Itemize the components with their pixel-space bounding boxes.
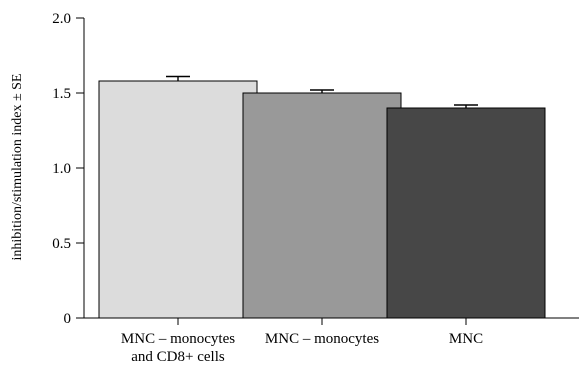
x-category-label: and CD8+ cells bbox=[131, 349, 225, 365]
x-category-label: MNC bbox=[449, 331, 483, 347]
y-tick-label: 1.0 bbox=[52, 161, 71, 177]
plot-area: 0 0.5 1.0 1.5 2.0 MNC – monocytes and CD8+ cel… bbox=[52, 11, 579, 365]
y-tick-label: 0 bbox=[64, 311, 72, 327]
y-tick-label: 1.5 bbox=[52, 86, 71, 102]
x-category-label: MNC – monocytes bbox=[265, 331, 379, 347]
y-tick-label: 2.0 bbox=[52, 11, 71, 27]
y-axis-label: inhibition/stimulation index ± SE bbox=[10, 74, 25, 261]
x-category-label: MNC – monocytes bbox=[121, 331, 235, 347]
bar bbox=[98, 80, 258, 319]
y-tick-label: 0.5 bbox=[52, 236, 71, 252]
bar bbox=[242, 92, 402, 319]
bar bbox=[386, 107, 546, 319]
